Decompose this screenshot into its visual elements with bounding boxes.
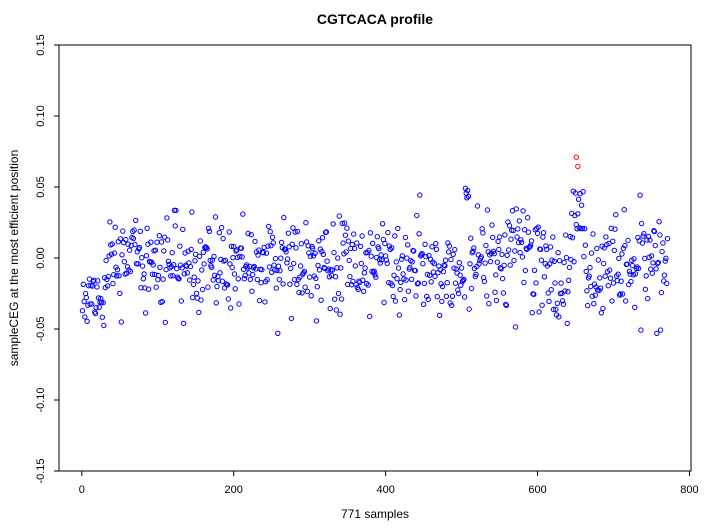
y-axis-label: sampleCEG at the most efficient position — [7, 150, 21, 367]
y-tick-label: -0.10 — [35, 387, 47, 412]
y-tick-label: 0.10 — [35, 105, 47, 126]
y-tick-label: -0.15 — [35, 458, 47, 483]
x-tick-label: 0 — [79, 484, 85, 496]
chart-title: CGTCACA profile — [317, 11, 433, 27]
x-tick-label: 200 — [225, 484, 243, 496]
x-tick-label: 800 — [680, 484, 698, 496]
y-tick-label: -0.05 — [35, 316, 47, 341]
x-axis: 0 200 400 600 800 — [79, 471, 699, 496]
y-tick-label: 0.05 — [35, 176, 47, 197]
y-tick-label: 0.15 — [35, 34, 47, 55]
x-tick-label: 400 — [376, 484, 394, 496]
y-axis: 0.15 0.10 0.05 0.00 -0.05 -0.10 -0.15 — [35, 34, 59, 484]
y-tick-label: 0.00 — [35, 247, 47, 268]
scatter-points — [79, 185, 671, 336]
highlighted-points — [573, 154, 581, 170]
x-axis-label: 771 samples — [341, 507, 409, 521]
plot-border — [58, 44, 692, 472]
x-tick-label: 600 — [528, 484, 546, 496]
